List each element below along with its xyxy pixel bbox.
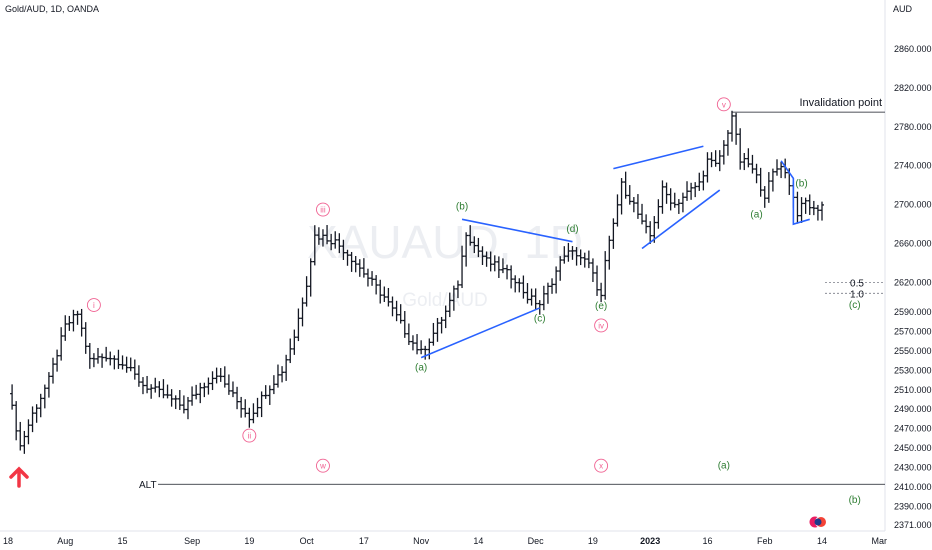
roman-wave-label: ii (248, 432, 252, 441)
pattern-trendline (641, 189, 721, 250)
wave-label: (b) (795, 178, 807, 189)
x-tick-label: 16 (702, 536, 712, 546)
y-tick-label: 2550.000 (894, 346, 932, 356)
y-tick-label: 2660.000 (894, 239, 932, 249)
roman-wave-circle (86, 298, 101, 312)
pattern-trendline (461, 218, 573, 243)
currency-label: AUD (893, 4, 913, 14)
flag-icon (814, 518, 822, 526)
roman-wave-label: x (599, 462, 603, 471)
x-tick-label: Mar (872, 536, 888, 546)
roman-wave-label: v (722, 100, 726, 109)
chart-title: Gold/AUD, 1D, OANDA (5, 4, 100, 14)
x-tick-label: Nov (413, 536, 430, 546)
y-tick-label: 2590.000 (894, 307, 932, 317)
pattern-trendline (613, 145, 704, 170)
ohlc-bars (10, 110, 824, 454)
roman-wave-circle (594, 458, 609, 473)
x-tick-label: 19 (588, 536, 598, 546)
fib-level-label: 0.5 (850, 279, 864, 290)
wave-label: (e) (595, 301, 607, 312)
pattern-trendline (420, 307, 541, 359)
y-tick-label: 2390.000 (894, 502, 932, 512)
wave-label: (d) (566, 224, 578, 235)
y-tick-label: 2820.000 (894, 83, 932, 93)
x-tick-label: 14 (817, 536, 827, 546)
y-tick-label: 2530.000 (894, 365, 932, 375)
roman-wave-circle (242, 428, 257, 443)
watermark-name: Gold/AUD (402, 290, 488, 311)
y-tick-label: 2510.000 (894, 385, 932, 395)
watermark-symbol: XAUAUD, 1D (307, 216, 583, 268)
y-tick-label: 2740.000 (894, 161, 932, 171)
wave-label: (c) (849, 300, 861, 311)
y-tick-label: 2410.000 (894, 482, 932, 492)
x-tick-label: 18 (3, 536, 13, 546)
wave-label: (c) (534, 314, 546, 325)
y-tick-label: 2780.000 (894, 122, 932, 132)
y-tick-label: 2371.000 (894, 520, 932, 530)
wave-label: (a) (718, 461, 730, 472)
x-tick-label: 15 (118, 536, 128, 546)
y-tick-label: 2470.000 (894, 424, 932, 434)
y-tick-label: 2490.000 (894, 404, 932, 414)
x-tick-label: 14 (473, 536, 483, 546)
roman-wave-label: iii (320, 206, 326, 215)
x-tick-label: 2023 (640, 536, 660, 546)
roman-wave-circle (316, 202, 330, 217)
y-tick-label: 2570.000 (894, 326, 932, 336)
y-tick-label: 2450.000 (894, 443, 932, 453)
roman-wave-label: i (93, 301, 95, 310)
x-tick-label: Feb (757, 536, 773, 546)
wave-label: (a) (750, 209, 762, 220)
pattern-trendline (780, 160, 810, 226)
roman-wave-circle (594, 318, 609, 333)
alt-label: ALT (139, 480, 157, 491)
x-tick-label: Dec (528, 536, 545, 546)
roman-wave-label: w (319, 462, 326, 471)
x-tick-label: 17 (359, 536, 369, 546)
roman-wave-label: iv (598, 321, 604, 330)
roman-wave-circle (716, 97, 731, 112)
x-tick-label: 19 (244, 536, 254, 546)
invalidation-label: Invalidation point (799, 97, 882, 109)
wave-label: (b) (456, 202, 468, 213)
roman-wave-circle (316, 458, 330, 473)
x-tick-label: Aug (57, 536, 73, 546)
x-tick-label: Oct (300, 536, 315, 546)
wave-label: (b) (849, 495, 861, 506)
fib-level-label: 1.0 (850, 289, 864, 300)
y-tick-label: 2620.000 (894, 278, 932, 288)
x-tick-label: Sep (184, 536, 200, 546)
up-arrow-icon (9, 466, 29, 488)
wave-label: (a) (415, 362, 427, 373)
y-tick-label: 2430.000 (894, 463, 932, 473)
y-tick-label: 2700.000 (894, 200, 932, 210)
y-tick-label: 2860.000 (894, 44, 932, 54)
